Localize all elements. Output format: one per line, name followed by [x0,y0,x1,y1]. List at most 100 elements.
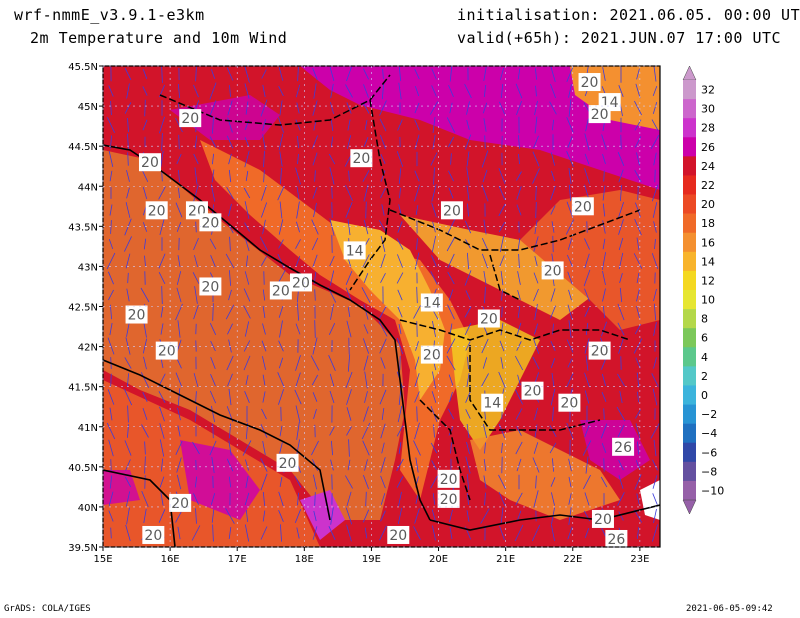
wind-vector [228,339,232,353]
contour-label: 20 [272,283,290,299]
wind-vector [602,185,606,201]
contour-label: 26 [614,440,632,456]
wind-vector [329,167,335,185]
wind-vector [279,151,283,167]
warm-patch-west [170,95,280,140]
lat-tick-label: 40.5N [68,463,98,474]
wind-vector [484,286,486,304]
wind-vector [433,167,435,185]
wind-vector [345,202,353,218]
wind-vector [381,204,385,216]
wind-vector [552,323,554,335]
plot-timestamp: 2021-06-05-09:42 [686,604,773,614]
wind-vector [531,524,541,542]
wind-vector [244,222,250,232]
wind-vector [143,509,147,523]
contour-label: 20 [480,312,498,328]
contour-label: 20 [591,107,609,123]
wind-vector [532,168,540,184]
wind-vector [211,169,215,183]
wind-vector [447,304,455,320]
wind-vector [551,372,555,388]
wind-vector [212,524,214,542]
wind-vector [396,151,404,167]
wind-vector [653,357,657,369]
wind-vector [516,426,522,436]
wind-vector [227,373,233,387]
wind-vector [566,66,574,83]
wind-vector [532,356,540,370]
wind-vector [415,457,419,473]
wind-vector [653,303,657,321]
wind-vector [161,133,163,151]
wind-vector [398,442,402,454]
wind-vector [380,170,386,182]
wind-vector [243,187,251,199]
wind-vector [194,167,198,185]
contour-label: 20 [560,396,578,412]
wind-vector [397,508,403,524]
wind-vector [312,68,318,80]
wind-vector [414,508,420,524]
wind-vector [636,272,640,284]
wind-vector [467,203,469,217]
wind-vector [414,170,420,182]
contour-label-box [541,261,564,280]
wind-vector [160,323,164,335]
wind-vector [263,169,265,183]
wind-vector [312,337,318,355]
wind-vector [364,527,368,539]
contour-label-box [350,149,373,168]
wind-vector [126,170,130,182]
wind-vector [618,169,624,183]
wind-vector [347,459,351,471]
wind-vector [397,306,403,318]
lon-tick-label: 17E [228,554,247,565]
wind-vector [467,493,469,505]
wind-vector [481,338,489,354]
wind-vector [242,440,252,456]
valid-time: valid(+65h): 2021.JUN.07 17:00 UTC [457,29,782,47]
wind-vector [585,322,589,336]
wind-vector [449,391,453,403]
eastern-adriatic-coast [103,144,431,521]
wind-vector [361,422,371,440]
wind-vector [380,457,386,473]
lat-tick-label: 44N [78,182,98,193]
wind-vector [635,409,641,419]
wind-vector [210,255,216,267]
colorbar-swatch [683,480,696,501]
wind-vector [498,167,506,185]
wind-vector [618,459,624,471]
wind-vector [635,460,641,470]
wind-vector [396,272,404,284]
wind-vector [398,168,402,184]
wind-vector [415,341,419,351]
wind-vector [126,321,130,337]
wind-vector [108,491,114,507]
wind-vector [195,221,197,233]
wind-vector [127,152,129,166]
wind-vector [346,135,352,149]
map-axes: 15E 16E 17E 18E 19E 20E 21E 22E 23E 45.5N 45N 44.5N… [68,62,660,565]
contour-label: 20 [128,308,146,324]
wind-vector [584,288,590,302]
wind-vector [361,287,371,303]
wind-vector [107,389,115,405]
wind-vector [602,252,606,270]
wind-vector [295,355,301,371]
wind-vector [210,374,216,386]
wind-vector [466,167,470,185]
wind-vector [296,186,300,200]
wind-vector [431,391,437,403]
wind-vector [191,525,201,541]
wind-vector [328,355,336,371]
wind-vector [158,509,166,523]
wind-vector [552,458,554,472]
lat-tick-label: 44.5N [68,142,98,153]
wind-vector [431,509,437,523]
wind-vector [313,202,317,218]
wind-vector [568,84,572,98]
contour-label: 14 [423,295,441,311]
